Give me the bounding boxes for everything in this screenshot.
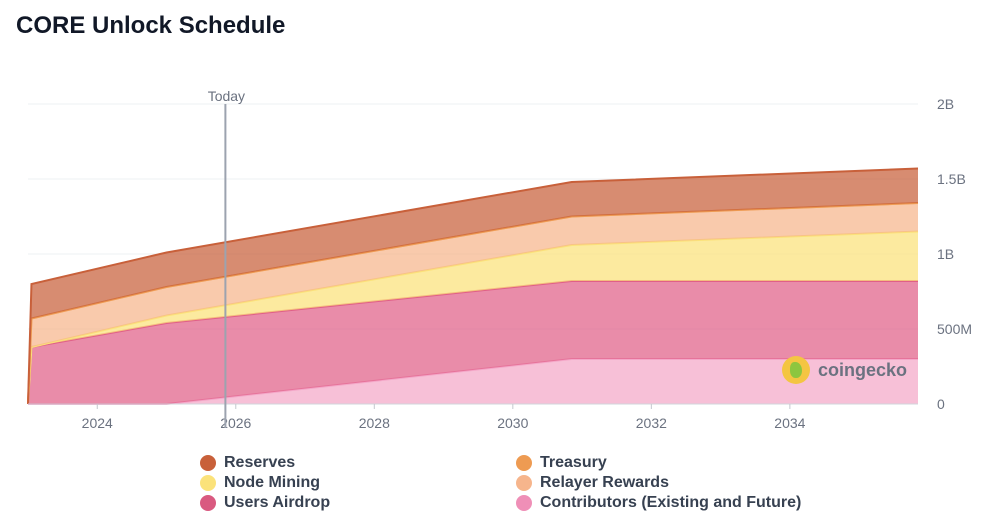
unlock-chart: 0 500M 1B 1.5B 2B 2024 2026 2028 2030 2032 2034 Tod… <box>27 88 972 431</box>
x-tick-label: 2032 <box>636 415 667 431</box>
legend-label: Reserves <box>224 454 296 471</box>
legend-swatch <box>200 455 216 471</box>
legend-item-node-mining[interactable]: Node Mining <box>200 474 320 492</box>
legend-label: Contributors (Existing and Future) <box>540 494 802 511</box>
legend-item-reserves[interactable]: Reserves <box>200 454 295 472</box>
coingecko-logo-icon <box>782 356 810 384</box>
coingecko-watermark: coingecko <box>782 356 907 384</box>
x-tick-label: 2034 <box>774 415 805 431</box>
area-reserves <box>28 168 918 404</box>
chart-legend: Reserves Treasury Node Mining Relayer Re… <box>0 452 1000 522</box>
legend-item-relayer-rewards[interactable]: Relayer Rewards <box>516 474 669 492</box>
legend-swatch <box>516 495 532 511</box>
legend-swatch <box>200 475 216 491</box>
legend-label: Relayer Rewards <box>540 474 669 491</box>
area-contributors-existing-and-future <box>28 359 918 404</box>
x-tick-label: 2026 <box>220 415 251 431</box>
y-tick-label: 2B <box>937 96 954 112</box>
today-label: Today <box>208 88 245 104</box>
x-tick-label: 2024 <box>82 415 113 431</box>
legend-label: Node Mining <box>224 474 320 491</box>
legend-label: Treasury <box>540 454 607 471</box>
y-tick-label: 500M <box>937 321 972 337</box>
legend-swatch <box>516 455 532 471</box>
y-tick-label: 1B <box>937 246 954 262</box>
legend-item-treasury[interactable]: Treasury <box>516 454 607 472</box>
legend-item-contributors[interactable]: Contributors (Existing and Future) <box>516 494 801 512</box>
legend-swatch <box>200 495 216 511</box>
area-relayer-rewards <box>28 203 918 404</box>
legend-swatch <box>516 475 532 491</box>
line-reserves <box>27 167 919 405</box>
y-tick-label: 1.5B <box>937 171 966 187</box>
legend-item-users-airdrop[interactable]: Users Airdrop <box>200 494 330 512</box>
x-tick-label: 2028 <box>359 415 390 431</box>
legend-label: Users Airdrop <box>224 494 331 511</box>
area-users-airdrop <box>28 281 918 404</box>
x-tick-label: 2030 <box>497 415 528 431</box>
chart-title: CORE Unlock Schedule <box>16 12 286 39</box>
y-tick-label: 0 <box>937 396 945 412</box>
area-node-mining <box>28 231 918 404</box>
watermark-text: coingecko <box>818 359 908 380</box>
